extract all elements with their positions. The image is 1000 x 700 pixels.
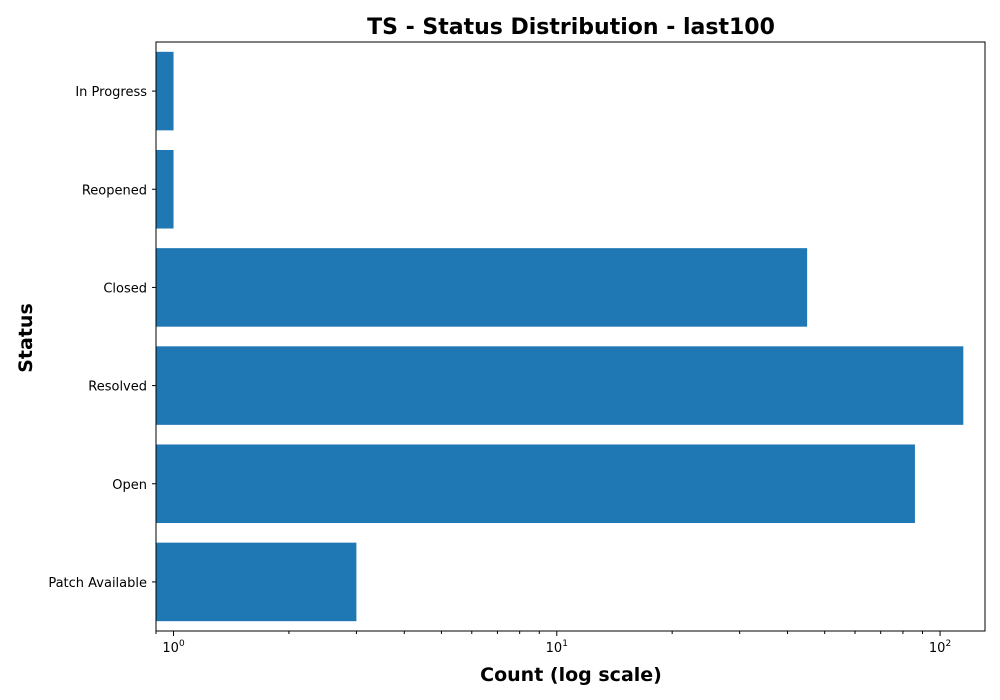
x-tick-label-10: 101: [546, 639, 568, 656]
plot-area: Patch Available Open Resolved Closed Reopene…: [48, 51, 964, 656]
y-axis-label: Status: [15, 303, 37, 373]
bar-resolved: [156, 346, 964, 425]
bar-patch-available: [156, 542, 357, 622]
x-tick-label-1: 100: [162, 639, 185, 656]
x-axis-label: Count (log scale): [480, 664, 662, 686]
bar-in-progress: [156, 51, 174, 131]
y-tick-label-patch-available: Patch Available: [48, 576, 147, 591]
bar-reopened: [156, 149, 174, 229]
plot-frame: [155, 41, 986, 632]
x-tick-label-100: 102: [929, 639, 951, 656]
y-tick-label-resolved: Resolved: [88, 380, 147, 395]
chart-title: TS - Status Distribution - last100: [367, 15, 775, 40]
y-tick-label-closed: Closed: [103, 281, 147, 296]
bar-closed: [156, 248, 808, 327]
bar-open: [156, 444, 915, 524]
y-tick-label-open: Open: [112, 478, 147, 493]
y-tick-label-in-progress: In Progress: [75, 85, 147, 100]
y-tick-label-reopened: Reopened: [82, 183, 147, 198]
